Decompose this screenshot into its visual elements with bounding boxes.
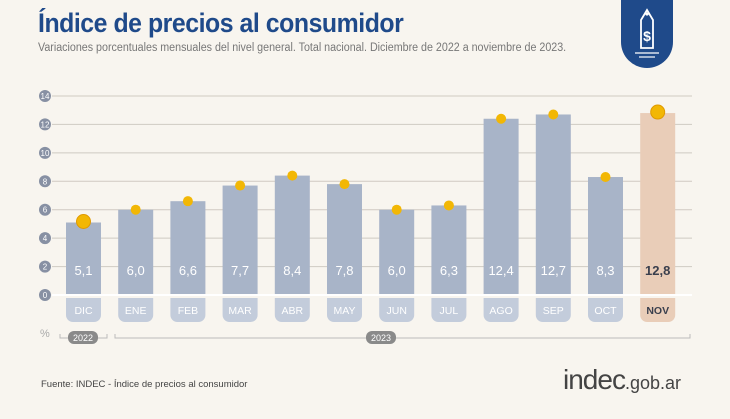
- month-label: MAR: [228, 305, 252, 317]
- value-label: 8,4: [283, 263, 301, 278]
- value-dot: [443, 200, 454, 211]
- ytick-label: 10: [41, 149, 50, 158]
- ytick-badge: [39, 118, 51, 131]
- month-label: DIC: [74, 305, 93, 317]
- bar-oct: [588, 177, 623, 295]
- value-label: 12,7: [541, 263, 566, 278]
- price-tag-icon: $: [635, 8, 659, 58]
- month-tab: [170, 298, 206, 322]
- year-label: 2022: [73, 333, 93, 343]
- value-label: 12,8: [645, 263, 670, 278]
- month-tab: [274, 298, 310, 322]
- month-label: ENE: [125, 305, 147, 317]
- ytick-badge: [39, 203, 51, 216]
- value-label: 6,3: [440, 263, 458, 278]
- month-label: NOV: [646, 305, 669, 317]
- bar-ene: [118, 209, 154, 295]
- bar-nov: [640, 113, 676, 295]
- value-label: 12,4: [488, 263, 513, 278]
- bar-dic: [66, 222, 101, 295]
- value-label: 8,3: [596, 263, 614, 278]
- bar-chart: 0 2 4 6 8 10 12 14 5,1 DIC 6,0 ENE 6,6 FEB 7,7 MAR 8,4 AB…: [39, 90, 692, 344]
- value-label: 6,0: [388, 263, 406, 278]
- source-note: Fuente: INDEC - Índice de precios al con…: [41, 379, 248, 390]
- page-subtitle: Variaciones porcentuales mensuales del n…: [38, 42, 567, 54]
- month-tab: [118, 298, 154, 322]
- bar-jun: [379, 209, 415, 295]
- month-tab: [483, 298, 519, 322]
- month-tab: [640, 298, 676, 322]
- page-title: Índice de precios al consumidor: [38, 8, 404, 38]
- bar-jul: [431, 205, 467, 295]
- value-dot: [391, 204, 402, 215]
- month-tab: [222, 298, 258, 322]
- value-label: 6,0: [127, 263, 145, 278]
- month-label: JUN: [386, 305, 406, 317]
- ytick-label: 6: [43, 206, 48, 215]
- month-tab: [379, 298, 415, 322]
- indec-logo: indec.gob.ar: [563, 364, 681, 395]
- year-bracket-2023: [114, 334, 691, 339]
- value-dot: [182, 196, 193, 207]
- year-label: 2023: [371, 333, 391, 343]
- month-tab: [535, 298, 571, 322]
- month-tab: [431, 298, 467, 322]
- value-label: 5,1: [74, 263, 92, 278]
- value-dot: [130, 204, 141, 215]
- ytick-label: 12: [41, 120, 50, 129]
- value-dot: [339, 179, 350, 190]
- ytick-label: 8: [43, 177, 48, 186]
- ytick-badge: [39, 289, 51, 301]
- month-label: AGO: [489, 305, 512, 317]
- value-dot: [496, 113, 507, 124]
- y-unit-label: %: [40, 328, 50, 340]
- value-label: 6,6: [179, 263, 197, 278]
- bar-abr: [274, 175, 310, 295]
- month-tab: [588, 298, 623, 322]
- value-dot: [600, 172, 611, 183]
- month-label: MAY: [334, 305, 356, 317]
- month-tab: [66, 298, 101, 322]
- year-pill: [68, 331, 98, 344]
- month-label: FEB: [178, 305, 198, 317]
- ytick-label: 14: [41, 92, 50, 101]
- month-tab: [327, 298, 362, 322]
- value-dot: [287, 170, 298, 181]
- ytick-label: 4: [43, 234, 48, 243]
- value-dot: [76, 214, 91, 230]
- ytick-badge: [39, 260, 51, 273]
- value-dot: [650, 104, 666, 120]
- bar-may: [327, 184, 362, 295]
- value-label: 7,8: [335, 263, 353, 278]
- svg-text:$: $: [643, 28, 651, 44]
- ytick-label: 2: [43, 263, 48, 272]
- ytick-badge: [39, 232, 51, 245]
- year-pill: [366, 331, 396, 344]
- value-dot: [235, 180, 246, 191]
- value-label: 7,7: [231, 263, 249, 278]
- month-label: JUL: [440, 305, 459, 317]
- ytick-label: 0: [43, 291, 48, 300]
- month-label: OCT: [594, 305, 617, 317]
- ytick-badge: [39, 90, 51, 102]
- value-dot: [548, 109, 559, 120]
- month-label: SEP: [543, 305, 564, 317]
- ytick-badge: [39, 175, 51, 188]
- bar-ago: [483, 118, 519, 295]
- month-label: ABR: [282, 305, 304, 317]
- bar-mar: [222, 185, 258, 295]
- bar-feb: [170, 201, 206, 295]
- ytick-badge: [39, 146, 51, 159]
- bar-sep: [535, 114, 571, 295]
- price-tag-badge: $: [621, 0, 673, 68]
